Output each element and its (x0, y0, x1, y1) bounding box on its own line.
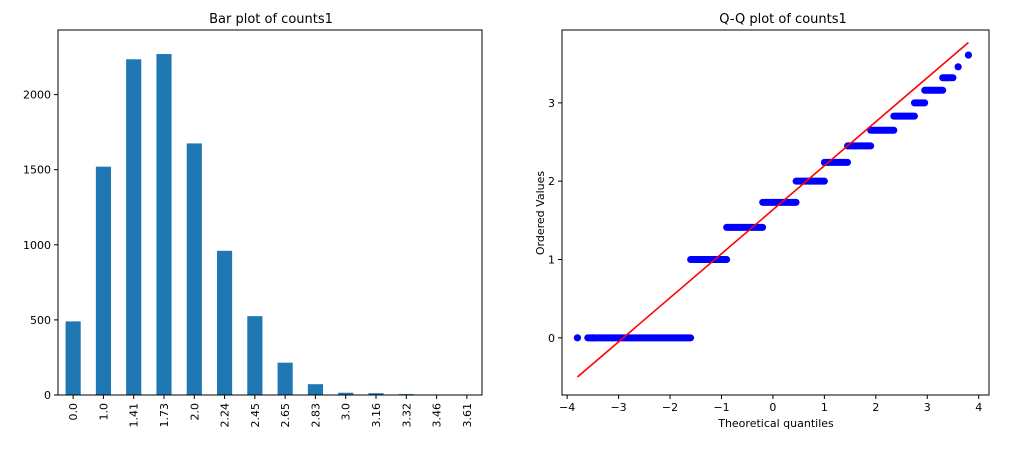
bar-2.65 (277, 362, 293, 395)
qq-xtick-label: 0 (769, 401, 776, 414)
qq-xtick-label: −3 (610, 401, 626, 414)
qq-xtick-label: 2 (872, 401, 879, 414)
bar-2.0 (186, 143, 202, 395)
qq-point (589, 334, 597, 342)
bar-xtick-label: 3.0 (340, 403, 353, 421)
qq-fit-line (576, 41, 969, 378)
bar-1.0 (95, 166, 111, 395)
qq-xtick-label: 1 (821, 401, 828, 414)
qq-ytick-label: 1 (548, 253, 555, 266)
qq-point (964, 51, 973, 59)
bar-chart: Bar plot of counts1 0.0 1.0 1.41 1.73 2.0 2.2… (23, 12, 483, 428)
qq-chart: Q-Q plot of counts1 −4 −3 −2 −1 0 1 2 3 4 0 1 2 3 Th… (534, 12, 990, 430)
bar-ytick-label: 500 (30, 314, 51, 327)
bar-ytick-label: 1000 (23, 239, 51, 252)
qq-point (954, 63, 962, 71)
bar-xtick-label: 2.24 (219, 403, 232, 428)
bar-xtick-label: 1.0 (97, 403, 110, 421)
bar-xtick-label: 3.32 (400, 403, 413, 428)
bar-xtick-label: 2.83 (309, 403, 322, 428)
qq-ytick-label: 2 (548, 175, 555, 188)
bar-xtick-label: 3.16 (370, 403, 383, 428)
qq-xaxis-label: Theoretical quantiles (717, 417, 834, 430)
bar-1.41 (126, 59, 142, 395)
bar-0.0 (65, 321, 81, 395)
bar-xtick-label: 1.41 (128, 403, 141, 428)
bar-chart-title: Bar plot of counts1 (209, 12, 333, 27)
bar-ytick-label: 2000 (23, 89, 51, 102)
qq-plot-area: −4 −3 −2 −1 0 1 2 3 4 0 1 2 3 (548, 41, 982, 414)
qq-xtick-label: 4 (975, 401, 982, 414)
bar-xtick-label: 2.0 (188, 403, 201, 421)
bar-3.16 (368, 393, 384, 395)
bar-ytick-label: 1500 (23, 164, 51, 177)
bar-plot-area: 0.0 1.0 1.41 1.73 2.0 2.24 2.45 2.65 2.83 3.0 3.16… (23, 54, 475, 428)
qq-chart-frame (561, 29, 990, 396)
qq-xtick-label: 3 (924, 401, 931, 414)
qq-ytick-label: 0 (548, 332, 555, 345)
qq-xtick-label: −1 (713, 401, 729, 414)
bar-xtick-label: 2.65 (279, 403, 292, 428)
bar-3.0 (338, 392, 354, 395)
bar-2.24 (217, 250, 233, 395)
qq-xtick-label: −2 (662, 401, 678, 414)
bar-chart-frame (57, 29, 483, 396)
bar-xtick-label: 3.46 (431, 403, 444, 428)
bar-xtick-label: 2.45 (249, 403, 262, 428)
qq-ytick-label: 3 (548, 97, 555, 110)
qq-point (573, 334, 582, 342)
bar-xtick-label: 1.73 (158, 403, 171, 428)
bar-ytick-label: 0 (44, 389, 51, 402)
bar-xtick-label: 3.61 (461, 403, 474, 428)
bar-xtick-label: 0.0 (67, 403, 80, 421)
bar-2.45 (247, 316, 263, 395)
qq-yaxis-label: Ordered Values (534, 171, 547, 255)
bar-1.73 (156, 54, 172, 395)
bar-2.83 (307, 384, 323, 395)
qq-chart-title: Q-Q plot of counts1 (719, 12, 847, 27)
qq-xtick-label: −4 (559, 401, 575, 414)
